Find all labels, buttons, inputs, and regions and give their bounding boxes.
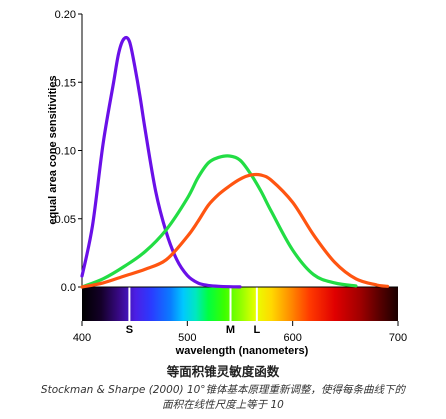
x-tick-label: 600	[283, 332, 301, 344]
y-axis-title: equal area cone sensitivities	[47, 75, 59, 224]
x-tick-label: 700	[389, 332, 407, 344]
x-tick-label: 500	[178, 332, 196, 344]
x-tick-label: 400	[73, 332, 91, 344]
x-axis-ticks: 400 500 600 700	[73, 321, 407, 344]
series-line-1	[80, 154, 358, 289]
cone-marker-label-m: M	[226, 324, 235, 336]
cone-sensitivity-chart: S M L 0.0 0.05 0.10 0.15 0.20 400 500 600 700 equ…	[47, 9, 407, 357]
figure-title: 等面积锥灵敏度函数	[166, 364, 280, 379]
y-axis-ticks: 0.0 0.05 0.10 0.15 0.20	[55, 9, 82, 294]
figure-caption: Stockman & Sharpe (2000) 10°锥体基本原理重新调整，使…	[40, 384, 406, 411]
y-tick-label: 0.15	[55, 77, 76, 89]
cone-marker-label-s: S	[126, 324, 133, 336]
y-tick-label: 0.20	[55, 9, 76, 21]
series-line-0	[80, 35, 242, 289]
cone-marker-label-l: L	[253, 324, 260, 336]
y-tick-label: 0.0	[61, 282, 76, 294]
series-line-2	[80, 172, 390, 289]
y-tick-label: 0.05	[55, 214, 76, 226]
x-axis-title: wavelength (nanometers)	[175, 345, 309, 357]
spectrum-bar	[82, 287, 398, 321]
y-tick-label: 0.10	[55, 146, 76, 158]
series-lines	[80, 35, 390, 289]
